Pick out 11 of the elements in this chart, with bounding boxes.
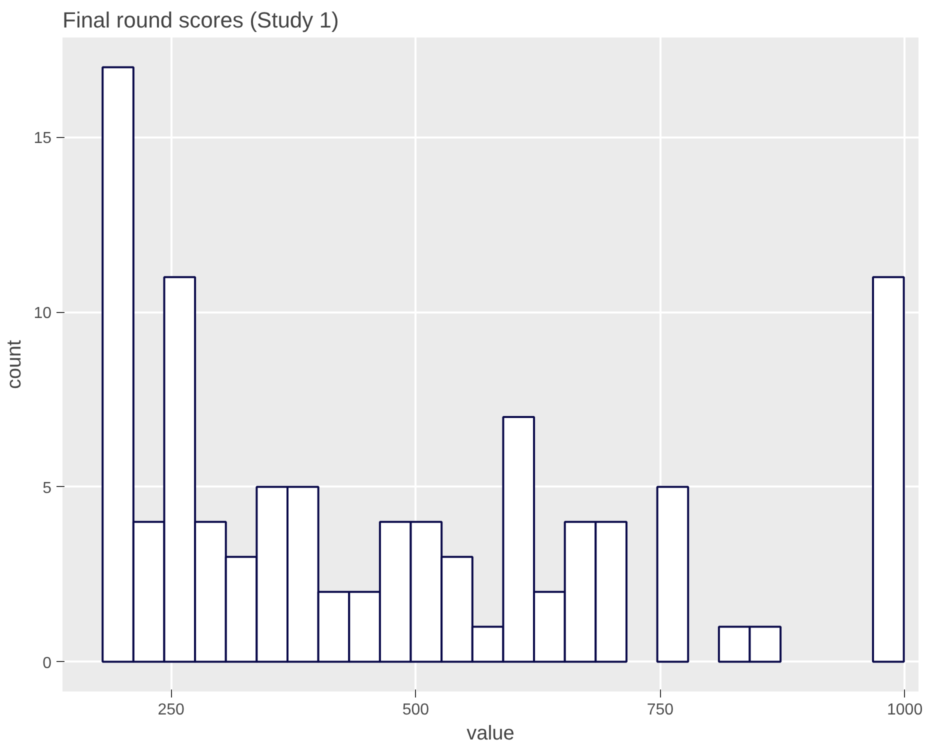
y-tick-label: 10 [34, 305, 52, 322]
x-axis-title: value [466, 722, 514, 744]
x-tick-label: 750 [646, 702, 674, 718]
y-tick-label: 0 [42, 654, 52, 672]
y-tick-label: 15 [34, 130, 52, 148]
y-tick-label: 5 [42, 480, 52, 497]
y-axis-title: count [4, 340, 26, 389]
x-tick-label: 250 [158, 702, 185, 718]
x-tick-label: 500 [402, 702, 430, 718]
chart-title: Final round scores (Study 1) [62, 8, 339, 32]
x-tick-label: 1000 [887, 702, 923, 718]
